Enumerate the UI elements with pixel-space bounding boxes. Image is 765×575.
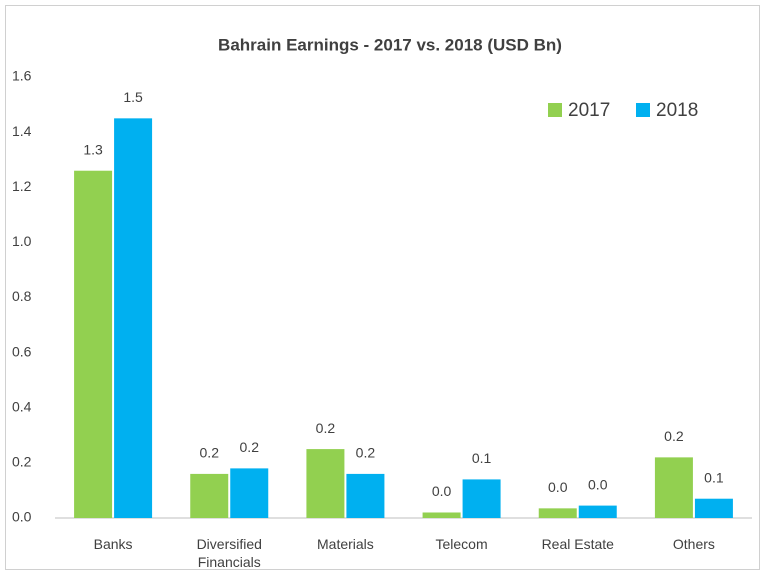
y-tick-label: 1.0	[12, 233, 32, 249]
bar	[538, 508, 577, 518]
x-tick-label: Real Estate	[541, 536, 614, 552]
x-tick-label: Others	[672, 536, 715, 552]
bar	[230, 468, 269, 518]
y-tick-label: 1.6	[12, 68, 32, 84]
value-label: 0.2	[356, 445, 376, 461]
chart-title: Bahrain Earnings - 2017 vs. 2018 (USD Bn…	[218, 35, 562, 54]
bar	[578, 505, 617, 518]
value-label: 0.0	[548, 479, 568, 495]
value-label: 0.0	[588, 476, 608, 492]
bar	[346, 473, 385, 518]
legend-label: 2018	[656, 100, 698, 121]
x-tick-label: Materials	[317, 536, 374, 552]
bar	[694, 498, 733, 518]
y-tick-label: 0.2	[12, 454, 32, 470]
bar	[74, 170, 113, 518]
y-tick-label: 0.6	[12, 343, 32, 359]
bar	[190, 473, 229, 518]
bar	[462, 479, 501, 518]
value-label: 0.1	[472, 450, 492, 466]
bar	[114, 118, 153, 518]
value-label: 0.2	[664, 428, 684, 444]
bar	[306, 449, 345, 518]
bar	[654, 457, 693, 518]
value-label: 0.1	[704, 469, 724, 485]
value-label: 0.2	[200, 445, 220, 461]
value-label: 1.5	[123, 89, 143, 105]
y-tick-label: 1.4	[12, 123, 32, 139]
y-tick-label: 1.2	[12, 178, 32, 194]
legend-label: 2017	[568, 100, 610, 121]
value-label: 0.0	[432, 483, 452, 499]
x-tick-label: Diversified Financials	[196, 536, 262, 570]
value-label: 0.2	[316, 420, 336, 436]
x-tick-label: Telecom	[435, 536, 488, 552]
legend-swatch	[636, 103, 650, 117]
y-tick-label: 0.4	[12, 398, 32, 414]
legend-swatch	[548, 103, 562, 117]
x-tick-label: Banks	[93, 536, 133, 552]
y-tick-label: 0.8	[12, 288, 32, 304]
bar	[422, 512, 461, 518]
value-label: 0.2	[240, 439, 260, 455]
y-tick-label: 0.0	[12, 509, 32, 525]
value-label: 1.3	[83, 141, 103, 157]
